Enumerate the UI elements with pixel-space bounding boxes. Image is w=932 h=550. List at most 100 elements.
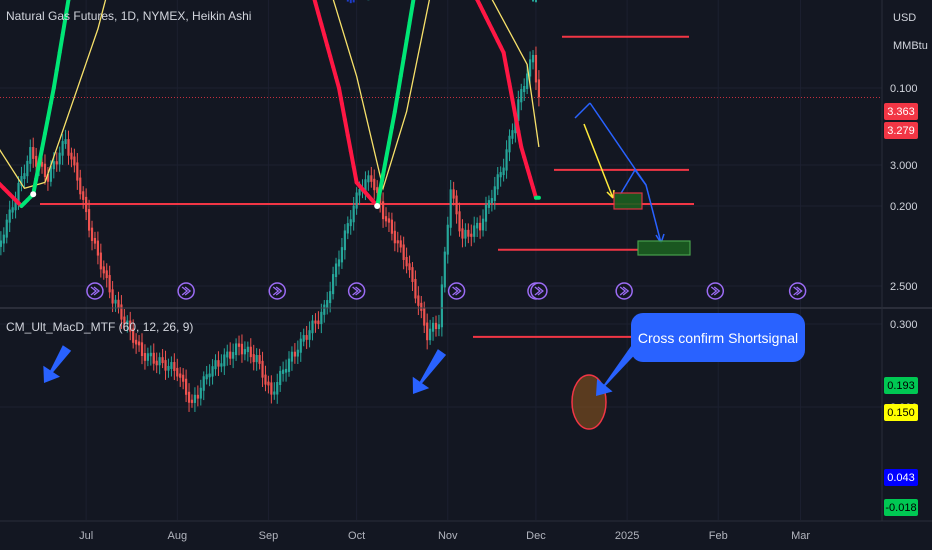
x-tick-label: Jul <box>79 530 93 542</box>
event-marker-icon[interactable] <box>706 282 725 300</box>
candle-body <box>334 263 338 278</box>
candle-body <box>387 218 391 223</box>
currency-label[interactable]: USD <box>893 12 917 24</box>
target-box-2[interactable] <box>637 240 691 256</box>
candle-body <box>267 381 270 386</box>
candle-body <box>155 360 158 366</box>
x-tick-label: Nov <box>438 530 458 542</box>
macd-line-segment <box>510 97 518 118</box>
event-marker-icon[interactable] <box>177 282 195 300</box>
x-tick-label: Dec <box>526 530 546 542</box>
event-markers <box>86 282 807 300</box>
event-marker-icon[interactable] <box>347 282 366 300</box>
histogram-bar <box>346 0 349 2</box>
candle-body <box>123 316 126 325</box>
candle-body <box>85 196 88 213</box>
event-marker-icon[interactable] <box>268 282 286 300</box>
candle-body <box>481 218 485 231</box>
candle-body <box>440 284 443 328</box>
candle-body <box>158 357 161 366</box>
candle-body <box>152 352 155 364</box>
projection-path-blue-bounce <box>619 168 647 196</box>
macd-line-segment <box>410 0 416 8</box>
event-marker-icon[interactable] <box>615 282 633 300</box>
candle-body <box>352 205 355 223</box>
candle-body <box>149 352 152 357</box>
macd-line-segment <box>378 172 386 193</box>
annotation-callout[interactable]: Cross confirm Shortsignal <box>631 313 805 362</box>
candle-body <box>343 230 346 251</box>
candle-body <box>255 354 258 363</box>
x-tick-label: Aug <box>167 530 187 542</box>
candle-body <box>161 357 164 364</box>
candle-body <box>373 178 376 191</box>
candle-body <box>464 229 467 239</box>
candle-body <box>87 209 91 231</box>
candle-body <box>537 79 540 98</box>
candle-body <box>120 304 123 320</box>
pointer-arrow-icon[interactable] <box>412 349 447 394</box>
candle-body <box>332 274 335 295</box>
candle-body <box>261 360 264 378</box>
unit-label[interactable]: MMBtu <box>893 40 928 52</box>
target-box-1[interactable] <box>613 192 643 210</box>
x-tick-label: Oct <box>348 530 365 542</box>
candle-body <box>199 387 202 399</box>
candle-body <box>284 368 288 373</box>
candle-body <box>205 374 208 380</box>
x-tick-label: 2025 <box>615 530 639 542</box>
candle-body <box>187 391 191 403</box>
candle-body <box>493 186 496 202</box>
indicator-title[interactable]: CM_Ult_MacD_MTF (60, 12, 26, 9) <box>6 320 194 334</box>
pointer-arrow-icon[interactable] <box>43 345 72 383</box>
candle-body <box>14 198 17 211</box>
candle-body <box>55 161 58 165</box>
macd-line-segment <box>63 0 71 20</box>
candle-body <box>296 349 299 357</box>
candle-body <box>496 174 499 190</box>
price-y-tick-label: 3.000 <box>890 160 918 172</box>
cross-dot <box>30 191 37 198</box>
price-label: 3.363 <box>884 103 918 120</box>
event-marker-icon[interactable] <box>86 282 104 300</box>
candle-body <box>217 360 220 367</box>
candle-body <box>143 353 147 361</box>
candle-body <box>108 275 111 293</box>
candle-body <box>273 391 276 395</box>
macd-line-segment <box>384 141 391 161</box>
candle-body <box>490 198 493 204</box>
candle-body <box>208 373 211 378</box>
candle-body <box>479 222 482 231</box>
candle-body <box>276 382 279 395</box>
candle-body <box>461 228 464 239</box>
macd-line-segment <box>351 164 359 185</box>
candle-body <box>420 302 423 311</box>
x-tick-label: Mar <box>791 530 810 542</box>
candle-body <box>58 152 61 165</box>
macd-line-segment <box>389 109 397 130</box>
macd-line-segment <box>34 161 42 182</box>
candle-body <box>396 240 399 244</box>
event-marker-icon[interactable] <box>788 282 807 300</box>
candle-body <box>99 252 102 270</box>
candle-body <box>470 233 473 237</box>
candle-body <box>340 247 344 263</box>
candle-body <box>29 147 32 164</box>
candle-body <box>173 362 176 371</box>
macd-line-segment <box>54 50 62 73</box>
candle-body <box>20 176 23 186</box>
event-marker-icon[interactable] <box>530 282 548 300</box>
candle-body <box>390 219 393 234</box>
x-tick-label: Feb <box>709 530 728 542</box>
candle-body <box>405 256 408 267</box>
event-chevron-icon <box>90 286 101 296</box>
candle-body <box>114 299 117 304</box>
candle-body <box>320 311 323 325</box>
event-marker-icon[interactable] <box>447 282 466 300</box>
candle-body <box>102 266 105 274</box>
candle-body <box>376 187 379 193</box>
candle-body <box>364 179 367 192</box>
candle-body <box>73 156 76 166</box>
macd-line-segment <box>60 15 68 37</box>
